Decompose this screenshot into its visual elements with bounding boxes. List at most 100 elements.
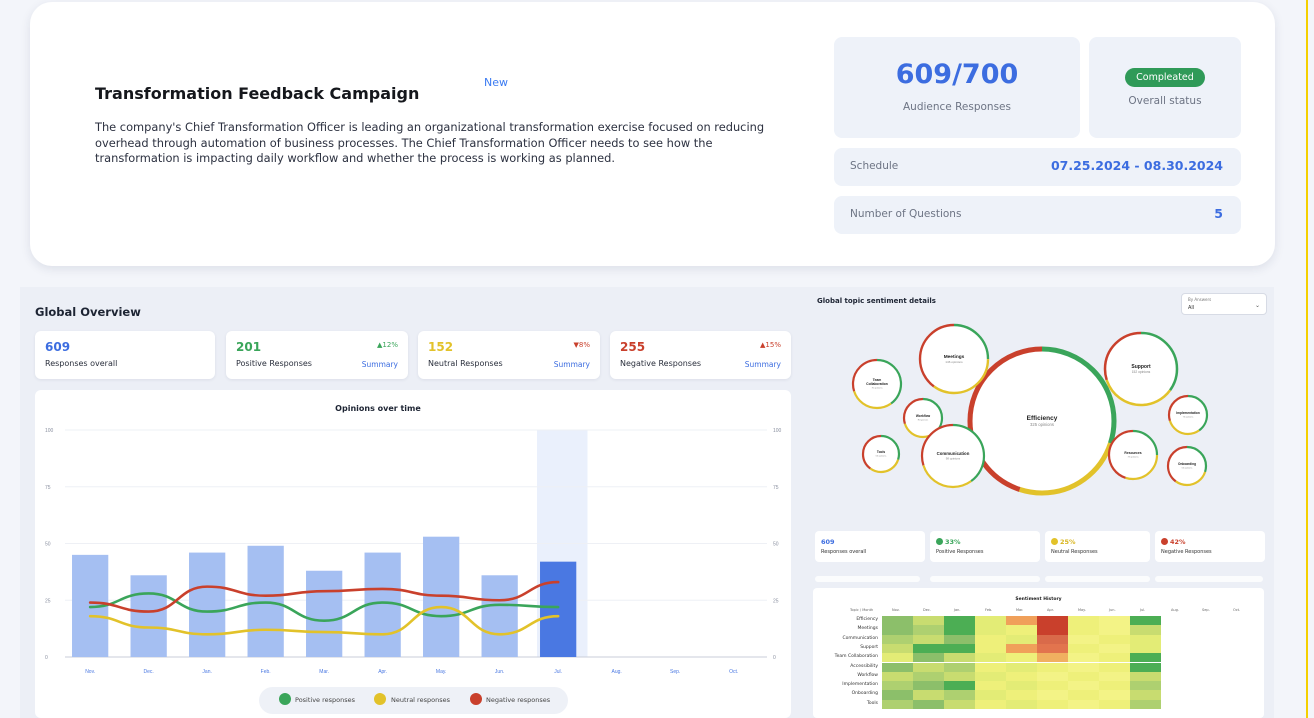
heatmap-cell[interactable] [975,690,1006,700]
heatmap-cell[interactable] [944,671,975,682]
heatmap-cell[interactable] [882,671,913,682]
heatmap-cell[interactable] [1068,671,1099,682]
heatmap-cell[interactable] [1099,671,1130,682]
legend-positive-label[interactable]: Positive responses [295,696,356,704]
heatmap-cell[interactable] [1099,699,1130,709]
heatmap-cell[interactable] [1006,699,1037,709]
heatmap-cell[interactable] [1068,625,1099,635]
heatmap-cell[interactable] [975,625,1006,635]
heatmap-cell[interactable] [1099,616,1130,626]
heatmap-cell[interactable] [944,653,975,663]
heatmap-cell[interactable] [882,616,913,626]
heatmap-cell[interactable] [1006,681,1037,691]
heatmap-cell[interactable] [1130,699,1161,709]
heatmap-cell[interactable] [1099,690,1130,700]
heatmap-cell[interactable] [1099,681,1130,691]
heatmap-cell[interactable] [1068,662,1099,672]
heatmap-cell[interactable] [882,690,913,700]
heatmap-cell[interactable] [882,625,913,635]
heatmap-cell[interactable] [944,690,975,700]
kpi-value: 201 [236,340,262,354]
heatmap-cell[interactable] [1068,653,1099,663]
heatmap-cell[interactable] [882,699,913,709]
heatmap-cell[interactable] [975,653,1006,663]
heatmap-cell[interactable] [944,681,975,691]
heatmap-cell[interactable] [1037,681,1068,691]
heatmap-cell[interactable] [1068,681,1099,691]
heatmap-cell[interactable] [1006,616,1037,626]
heatmap-cell[interactable] [975,634,1006,644]
heatmap-cell[interactable] [1068,634,1099,644]
heatmap-corner-label: Topic / Month [850,608,874,612]
heatmap-cell[interactable] [913,671,944,682]
heatmap-cell[interactable] [1099,634,1130,644]
heatmap-cell[interactable] [913,643,944,654]
heatmap-cell[interactable] [1006,662,1037,672]
heatmap-cell[interactable] [1037,643,1068,654]
heatmap-cell[interactable] [1130,681,1161,691]
heatmap-cell[interactable] [1130,634,1161,644]
heatmap-cell[interactable] [1130,662,1161,672]
summary-link-neutral[interactable]: Summary [553,360,590,369]
heatmap-cell[interactable] [882,634,913,644]
heatmap-cell[interactable] [1130,690,1161,700]
heatmap-cell[interactable] [975,643,1006,654]
heatmap-cell[interactable] [975,681,1006,691]
heatmap-cell[interactable] [882,662,913,672]
answers-filter-dropdown[interactable]: By Answers All ⌄ [1181,293,1267,315]
heatmap-cell[interactable] [944,699,975,709]
heatmap-cell[interactable] [1037,690,1068,700]
heatmap-cell[interactable] [913,625,944,635]
heatmap-cell[interactable] [882,643,913,654]
heatmap-cell[interactable] [1068,616,1099,626]
heatmap-cell[interactable] [975,662,1006,672]
heatmap-cell[interactable] [882,653,913,663]
heatmap-cell[interactable] [1006,690,1037,700]
heatmap-cell[interactable] [944,634,975,644]
heatmap-cell[interactable] [944,625,975,635]
heatmap-cell[interactable] [913,699,944,709]
heatmap-cell[interactable] [1037,616,1068,626]
heatmap-cell[interactable] [1037,653,1068,663]
heatmap-cell[interactable] [944,616,975,626]
heatmap-cell[interactable] [1130,643,1161,654]
heatmap-cell[interactable] [1068,690,1099,700]
legend-negative-label[interactable]: Negative responses [486,696,551,704]
heatmap-cell[interactable] [1130,653,1161,663]
heatmap-cell[interactable] [1037,699,1068,709]
heatmap-cell[interactable] [1130,616,1161,626]
heatmap-cell[interactable] [1099,625,1130,635]
heatmap-cell[interactable] [913,653,944,663]
summary-link-positive[interactable]: Summary [361,360,398,369]
heatmap-cell[interactable] [882,681,913,691]
heatmap-cell[interactable] [975,671,1006,682]
heatmap-cell[interactable] [913,662,944,672]
heatmap-cell[interactable] [1037,625,1068,635]
heatmap-cell[interactable] [1068,699,1099,709]
heatmap-cell[interactable] [975,616,1006,626]
heatmap-cell[interactable] [975,699,1006,709]
legend-neutral-label[interactable]: Neutral responses [391,696,450,704]
heatmap-cell[interactable] [1037,671,1068,682]
heatmap-cell[interactable] [1099,643,1130,654]
summary-link-negative[interactable]: Summary [744,360,781,369]
heatmap-cell[interactable] [1037,662,1068,672]
heatmap-cell[interactable] [913,681,944,691]
kpi-delta: ▼8% [573,341,591,349]
heatmap-cell[interactable] [1037,634,1068,644]
heatmap-cell[interactable] [1006,643,1037,654]
heatmap-cell[interactable] [944,662,975,672]
heatmap-cell[interactable] [1006,625,1037,635]
heatmap-cell[interactable] [1099,653,1130,663]
heatmap-cell[interactable] [1006,634,1037,644]
heatmap-cell[interactable] [913,616,944,626]
heatmap-cell[interactable] [944,643,975,654]
heatmap-cell[interactable] [1068,643,1099,654]
heatmap-cell[interactable] [913,634,944,644]
heatmap-cell[interactable] [1099,662,1130,672]
heatmap-cell[interactable] [1130,625,1161,635]
heatmap-cell[interactable] [1130,671,1161,682]
heatmap-cell[interactable] [913,690,944,700]
heatmap-cell[interactable] [1006,653,1037,663]
heatmap-cell[interactable] [1006,671,1037,682]
